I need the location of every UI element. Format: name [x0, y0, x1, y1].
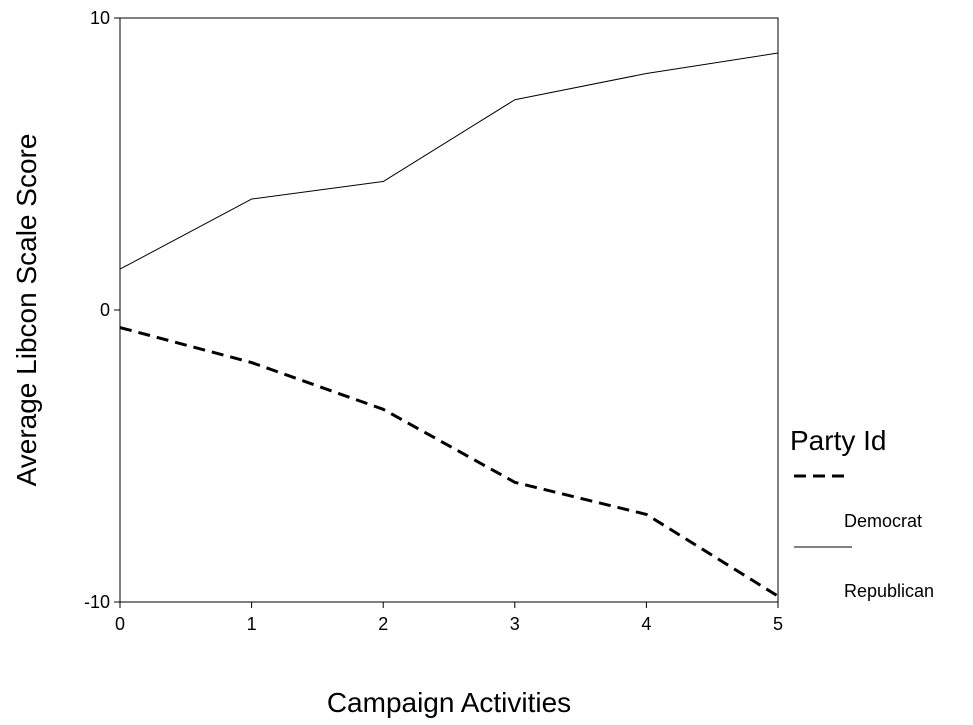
series-layer: [119, 52, 779, 598]
x-axis-label: Campaign Activities: [327, 687, 571, 718]
x-tick-label: 3: [510, 614, 520, 634]
y-tick-label: -10: [84, 592, 110, 612]
y-axis-label: Average Libcon Scale Score: [11, 134, 42, 487]
series-line-democrat: [119, 326, 779, 598]
series-line-republican: [119, 52, 779, 270]
plot-frame: [119, 17, 779, 603]
x-tick-label: 4: [641, 614, 651, 634]
x-axis-ticks: 0 1 2 3 4 5: [115, 602, 783, 634]
legend-label-democrat: Democrat: [844, 511, 922, 531]
x-tick-label: 2: [378, 614, 388, 634]
x-tick-label: 1: [247, 614, 257, 634]
x-tick-label: 5: [773, 614, 783, 634]
x-tick-label: 0: [115, 614, 125, 634]
legend-label-republican: Republican: [844, 581, 934, 601]
y-tick-label: 10: [90, 8, 110, 28]
y-axis-ticks: 10 0 -10: [84, 8, 120, 612]
y-tick-label: 0: [100, 300, 110, 320]
legend: Party Id Democrat Republican: [790, 425, 934, 601]
legend-title: Party Id: [790, 425, 886, 456]
